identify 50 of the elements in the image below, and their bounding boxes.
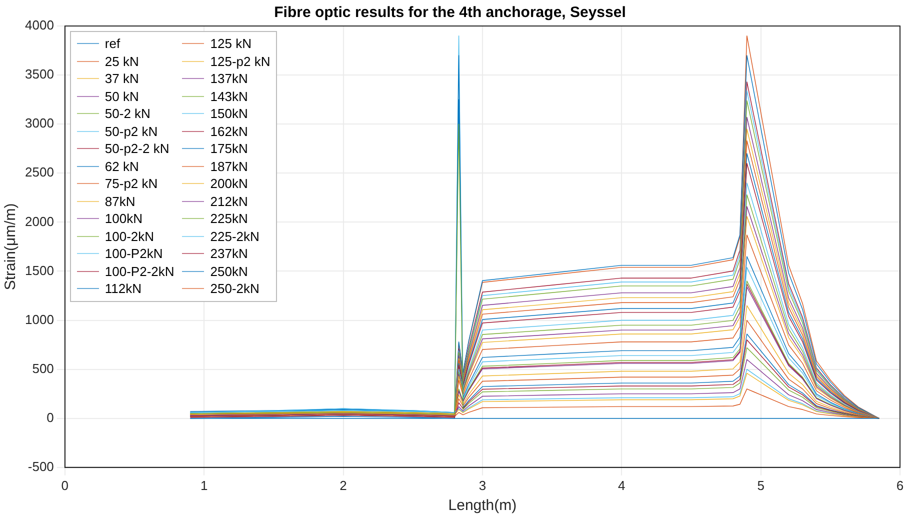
y-tick-label: -500 xyxy=(28,458,54,474)
legend-label: 75-p2 kN xyxy=(104,175,158,192)
legend-label: 100-P2-2kN xyxy=(104,262,174,280)
legend-label: 50-p2-2 kN xyxy=(104,140,170,158)
legend-label: 37 kN xyxy=(104,70,139,88)
y-tick-label: 1500 xyxy=(25,262,54,278)
legend-label: 175kN xyxy=(210,140,248,158)
y-tick-label: 0 xyxy=(46,410,54,425)
legend-label: 50-p2 kN xyxy=(104,122,158,140)
x-tick-label: 3 xyxy=(478,478,486,493)
legend-label: 212kN xyxy=(210,192,248,210)
legend-label: ref xyxy=(104,35,120,52)
x-tick-label: 2 xyxy=(340,478,347,493)
legend-label: 100-2kN xyxy=(104,228,154,245)
y-tick-label: 3000 xyxy=(25,116,54,131)
legend-label: 137kN xyxy=(210,70,248,88)
legend-label: 250kN xyxy=(210,262,248,280)
y-tick-label: 500 xyxy=(32,360,54,376)
x-tick-label: 5 xyxy=(757,478,764,493)
y-tick-label: 2500 xyxy=(25,164,54,180)
legend-label: 200kN xyxy=(210,175,248,192)
legend-label: 125-p2 kN xyxy=(210,52,270,70)
x-axis-title: Length(m) xyxy=(448,497,517,514)
y-tick-label: 1000 xyxy=(25,312,54,327)
y-tick-label: 3500 xyxy=(25,66,54,82)
x-tick-label: 0 xyxy=(61,478,69,493)
legend-label: 162kN xyxy=(210,122,248,140)
legend-label: 50 kN xyxy=(104,88,139,105)
legend-label: 225kN xyxy=(210,210,248,228)
legend-label: 225-2kN xyxy=(210,228,260,245)
legend-label: 187kN xyxy=(210,158,248,175)
y-tick-label: 2000 xyxy=(25,214,54,229)
legend-label: 143kN xyxy=(210,88,248,105)
legend-label: 50-2 kN xyxy=(104,105,150,122)
legend-label: 25 kN xyxy=(104,52,139,70)
legend-label: 87kN xyxy=(104,192,136,210)
chart-title: Fibre optic results for the 4th anchorage, Seyssel xyxy=(274,4,626,22)
legend-label: 237kN xyxy=(210,245,248,262)
x-tick-label: 6 xyxy=(896,478,904,493)
y-axis-title: Strain(μm/m) xyxy=(2,203,20,290)
legend-label: 150kN xyxy=(210,105,248,122)
legend-label: 100-P2kN xyxy=(104,245,163,262)
x-tick-label: 1 xyxy=(200,478,208,493)
legend-label: 125 kN xyxy=(210,35,252,52)
x-tick-label: 4 xyxy=(618,478,626,493)
legend-label: 100kN xyxy=(104,210,142,228)
legend-label: 62 kN xyxy=(104,158,139,175)
legend-label: 112kN xyxy=(104,280,142,298)
y-tick-label: 4000 xyxy=(25,18,54,33)
legend-label: 250-2kN xyxy=(210,280,260,298)
